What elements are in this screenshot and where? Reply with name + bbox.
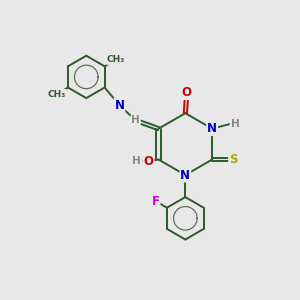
Text: H: H [131, 116, 140, 125]
Text: O: O [143, 154, 154, 167]
Text: CH₃: CH₃ [47, 90, 66, 99]
Text: S: S [229, 153, 238, 166]
Text: N: N [114, 99, 124, 112]
Text: N: N [180, 169, 190, 182]
Text: H: H [132, 156, 141, 166]
Text: O: O [182, 86, 192, 99]
Text: N: N [207, 122, 217, 135]
Text: F: F [152, 195, 160, 208]
Text: CH₃: CH₃ [107, 55, 125, 64]
Text: H: H [231, 119, 239, 129]
